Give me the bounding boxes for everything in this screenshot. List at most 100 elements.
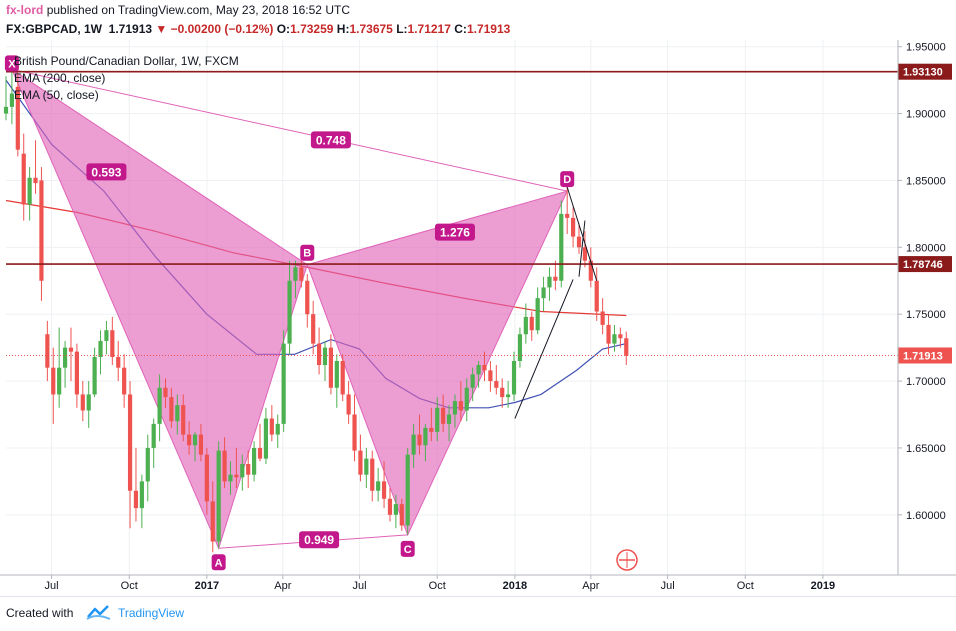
candle-body	[352, 414, 357, 451]
candle-body	[51, 367, 56, 395]
candle-up	[252, 441, 257, 482]
chart-title: British Pound/Canadian Dollar, 1W, FXCM	[14, 54, 239, 68]
candle-body	[435, 407, 440, 432]
candle-body	[576, 236, 582, 248]
published-text: published on TradingView.com, May 23, 20…	[46, 3, 350, 17]
candle-body	[618, 334, 623, 339]
candle-up	[364, 447, 369, 489]
candle-up	[464, 378, 469, 422]
candle-body	[346, 394, 351, 415]
candle-up	[240, 454, 245, 491]
candle-up	[446, 405, 452, 442]
candle-body	[275, 423, 280, 435]
candle-body	[594, 280, 599, 312]
candle-up	[27, 167, 32, 221]
x-tick-label: Oct	[121, 580, 138, 592]
candle-up	[506, 381, 511, 408]
candle-body	[328, 347, 334, 388]
candle-up	[612, 324, 617, 352]
candle-down	[33, 140, 38, 194]
trendline-2[interactable]	[578, 220, 586, 277]
candle-body	[257, 447, 263, 459]
candle-body	[246, 463, 251, 475]
candle-body	[234, 474, 239, 478]
open-label: O:	[276, 22, 291, 36]
candle-up	[98, 330, 103, 375]
candle-body	[252, 447, 257, 475]
harmonic-pattern[interactable]	[10, 68, 569, 550]
candle-up	[86, 381, 91, 428]
ratio-label-box	[86, 163, 127, 181]
price-chart[interactable]: 1.93130 1.78746 1.71913 0.593 0.748 1.276 0.9…	[0, 40, 956, 596]
candle-down	[51, 347, 56, 424]
candle-body	[559, 213, 564, 281]
point-label-a: A	[215, 557, 223, 569]
x-tick-label: 2018	[503, 580, 527, 592]
footer: Created with TradingView	[0, 596, 956, 631]
candle-up	[9, 66, 15, 125]
candle-body	[57, 367, 62, 395]
publish-info: fx-lord published on TradingView.com, Ma…	[6, 3, 350, 17]
tradingview-logo-icon[interactable]	[86, 603, 112, 623]
candle-body	[541, 287, 546, 299]
event-marker[interactable]	[616, 549, 638, 571]
candle-body	[529, 316, 534, 331]
candle-body	[21, 153, 26, 205]
candle-body	[322, 347, 328, 366]
ratio-label-box	[434, 223, 475, 241]
candle-down	[346, 381, 351, 424]
candle-body	[612, 334, 617, 344]
candle-up	[411, 423, 416, 468]
candle-body	[511, 361, 517, 395]
point-label-box	[4, 55, 19, 72]
high-value: 1.73675	[349, 22, 393, 36]
candle-down	[553, 260, 558, 291]
candle-down	[606, 314, 611, 355]
candle-up	[452, 394, 458, 428]
candle-body	[517, 334, 523, 361]
price-level-label-2: 1.71913	[903, 350, 943, 362]
x-tick-label: Apr	[582, 580, 599, 592]
candle-down	[299, 260, 304, 288]
candle-body	[216, 450, 221, 542]
flag-icon[interactable]	[616, 549, 638, 571]
pattern-triangle-xab[interactable]	[10, 68, 308, 550]
candle-down	[187, 421, 192, 455]
candle-body	[3, 106, 9, 114]
candle-down	[269, 405, 274, 442]
candle-body	[316, 343, 322, 366]
candle-body	[553, 276, 558, 281]
point-label-box	[211, 554, 226, 571]
candle-down	[169, 387, 174, 428]
candle-body	[523, 316, 528, 335]
candle-up	[559, 200, 564, 288]
candle-down	[500, 378, 505, 408]
ratio-label: 0.949	[304, 533, 334, 547]
candle-up	[104, 320, 109, 355]
low-value: 1.71217	[407, 22, 451, 36]
candle-down	[565, 187, 570, 234]
candle-up	[3, 76, 9, 121]
candle-up	[322, 340, 328, 382]
pattern-labels: 0.593 0.748 1.276 0.949 X A B C D	[4, 55, 575, 571]
trendlines[interactable]	[514, 186, 598, 419]
candle-body	[600, 311, 605, 325]
trendline-1[interactable]	[566, 186, 598, 281]
candle-up	[334, 354, 339, 408]
price-level-tag-0	[898, 63, 952, 80]
candle-body	[299, 267, 304, 281]
candle-body	[163, 387, 168, 398]
x-tick-label: 2019	[811, 580, 835, 592]
candle-down	[204, 447, 209, 515]
author-name[interactable]: fx-lord	[6, 3, 44, 17]
candle-up	[535, 287, 540, 335]
candle-body	[98, 340, 103, 357]
candle-body	[281, 343, 286, 424]
price-levels[interactable]: 1.93130 1.78746 1.71913	[6, 63, 952, 364]
candle-body	[506, 394, 511, 398]
candle-down	[582, 231, 588, 268]
tradingview-brand-link[interactable]: TradingView	[118, 606, 185, 620]
candle-up	[511, 351, 517, 402]
candle-body	[376, 481, 381, 491]
trendline-0[interactable]	[514, 279, 574, 419]
